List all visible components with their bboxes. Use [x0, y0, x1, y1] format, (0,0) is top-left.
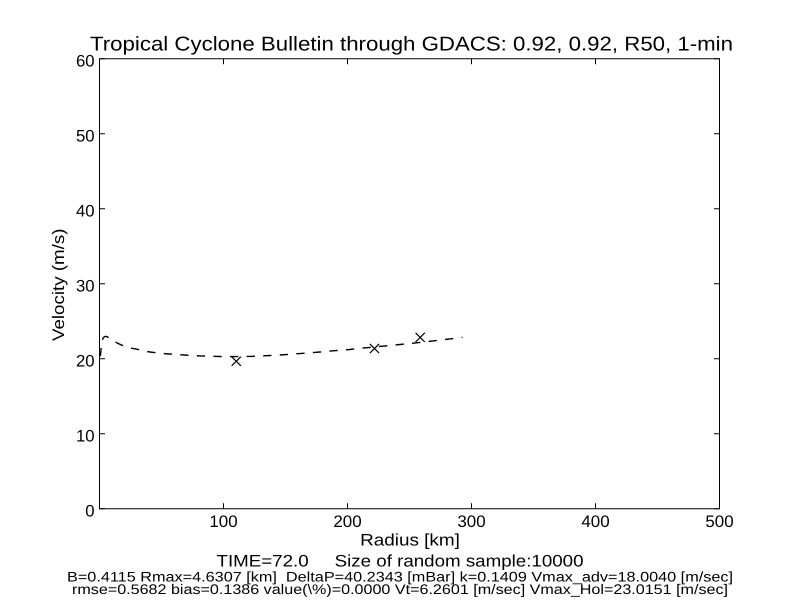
svg-text:500: 500 — [705, 512, 733, 531]
svg-text:400: 400 — [581, 512, 609, 531]
svg-text:10: 10 — [76, 426, 95, 445]
svg-text:rmse=0.5682 bias=0.1386 value(: rmse=0.5682 bias=0.1386 value(\%)=0.0000… — [72, 581, 728, 597]
svg-text:20: 20 — [76, 351, 95, 370]
svg-text:60: 60 — [76, 51, 95, 70]
svg-text:B=0.4115 Rmax=4.6307 [km] Del: B=0.4115 Rmax=4.6307 [km] DeltaP=40.2343… — [67, 569, 733, 585]
svg-text:Tropical Cyclone Bulletin thro: Tropical Cyclone Bulletin through GDACS:… — [90, 34, 733, 56]
svg-text:0: 0 — [85, 501, 94, 520]
svg-text:100: 100 — [209, 512, 237, 531]
svg-text:300: 300 — [457, 512, 485, 531]
svg-text:40: 40 — [76, 201, 95, 220]
svg-text:30: 30 — [76, 276, 95, 295]
svg-text:200: 200 — [333, 512, 361, 531]
svg-text:Radius [km]: Radius [km] — [360, 531, 460, 550]
svg-text:50: 50 — [76, 126, 95, 145]
svg-text:Velocity (m/s): Velocity (m/s) — [49, 229, 68, 342]
svg-text:TIME=72.0 Size of random s: TIME=72.0 Size of random sample:10000 — [217, 552, 584, 571]
